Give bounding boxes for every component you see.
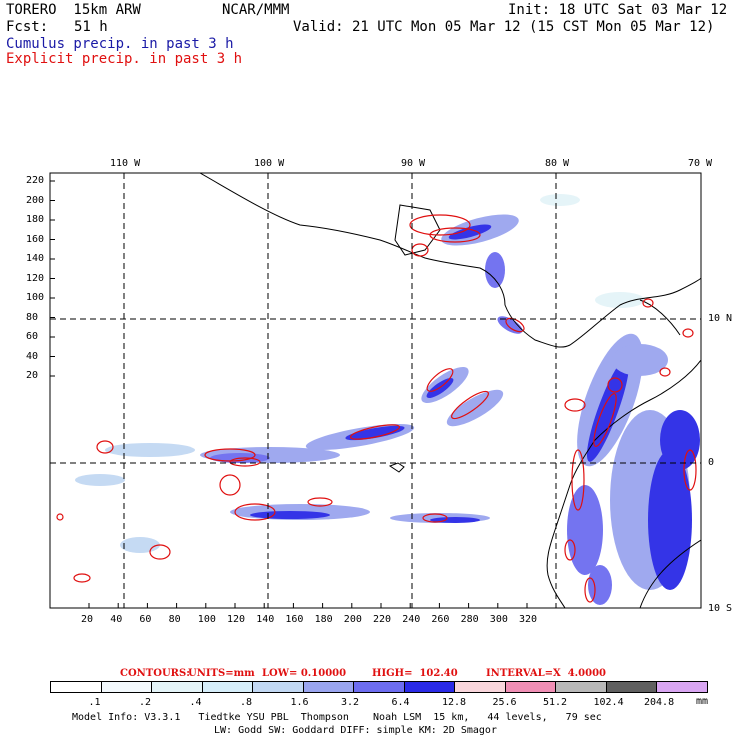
organization: NCAR/MMM [222, 2, 290, 18]
x-tick-label: 260 [431, 614, 450, 625]
contours-units: UNITS=mm [188, 668, 255, 679]
x-tick-label: 200 [343, 614, 362, 625]
x-tick-label: 320 [519, 614, 538, 625]
contours-interval: INTERVAL=X 4.0000 [486, 668, 606, 679]
legend-threshold-label: .1 [88, 697, 101, 708]
y-tick-label: 120 [26, 272, 45, 284]
y-tick-label: 200 [26, 194, 45, 206]
x-tick-label: 80 [168, 614, 181, 625]
y-tick-label: 40 [26, 350, 39, 362]
legend-swatch [100, 681, 152, 693]
legend-threshold-label: 51.2 [543, 697, 568, 708]
legend-threshold-label: 204.8 [644, 697, 675, 708]
x-tick-label: 300 [489, 614, 508, 625]
legend-threshold-label: 25.6 [492, 697, 517, 708]
contours-low: LOW= 0.10000 [262, 668, 347, 679]
lon-label-70w: 70 W [688, 158, 713, 169]
legend-unit: mm [696, 696, 709, 707]
forecast-hours: 51 h [74, 19, 108, 35]
y-tick-label: 60 [26, 331, 39, 342]
forecast-label: Fcst: [6, 19, 49, 35]
legend-swatch [252, 681, 304, 693]
legend-threshold-label: 3.2 [341, 697, 360, 708]
x-tick-label: 140 [256, 614, 275, 625]
legend-swatch [302, 681, 354, 693]
legend-swatch [656, 681, 708, 693]
lat-lon-grid [50, 173, 701, 608]
x-tick-label: 240 [402, 614, 421, 625]
x-tick-label: 220 [373, 614, 392, 625]
x-tick-label: 60 [139, 614, 152, 625]
contours-prefix: CONTOURS: [120, 668, 190, 679]
explicit-precip-contours [56, 214, 697, 603]
legend-swatch [403, 681, 455, 693]
y-tick-label: 160 [26, 233, 45, 245]
explicit-field-title: Explicit precip. in past 3 h [6, 51, 243, 67]
legend-threshold-label: 102.4 [593, 697, 624, 708]
x-tick-label: 160 [285, 614, 304, 625]
legend-swatch [555, 681, 607, 693]
model-name: TORERO 15km ARW [6, 2, 141, 18]
cumulus-precip-shading [75, 194, 700, 605]
legend-threshold-label: 1.6 [290, 697, 309, 708]
cumulus-field-title: Cumulus precip. in past 3 h [6, 36, 234, 52]
legend-swatch [504, 681, 556, 693]
lon-label-80w: 80 W [545, 158, 570, 169]
x-tick-label: 180 [314, 614, 333, 625]
map-frame [49, 172, 702, 609]
y-tick-label: 100 [26, 292, 45, 303]
axis-ticks [50, 180, 528, 608]
init-time: Init: 18 UTC Sat 03 Mar 12 [508, 2, 728, 18]
legend-threshold-label: 6.4 [391, 697, 410, 708]
lat-label-0: 0 [708, 457, 715, 468]
lon-label-110w: 110 W [110, 158, 141, 169]
y-tick-label: 20 [26, 370, 39, 381]
legend-swatch [201, 681, 253, 693]
legend-swatch [50, 681, 102, 693]
y-tick-label: 220 [26, 175, 45, 186]
x-tick-label: 40 [110, 614, 123, 625]
legend-threshold-label: .8 [240, 697, 253, 708]
legend-threshold-label: 12.8 [442, 697, 467, 708]
lon-label-100w: 100 W [254, 158, 285, 169]
legend-swatch [454, 681, 506, 693]
model-info: Model Info: V3.3.1 Tiedtke YSU PBL Thomp… [72, 712, 602, 723]
contours-high: HIGH= 102.40 [372, 668, 458, 679]
legend-threshold-label: .4 [189, 697, 202, 708]
x-tick-label: 280 [460, 614, 479, 625]
model-physics: LW: Godd SW: Goddard DIFF: simple KM: 2D… [214, 725, 497, 736]
lat-label-10s: 10 S [708, 603, 733, 614]
x-tick-label: 120 [227, 614, 246, 625]
legend-swatch [605, 681, 657, 693]
y-tick-label: 140 [26, 253, 45, 264]
lon-label-90w: 90 W [401, 158, 426, 169]
y-tick-label: 80 [26, 311, 39, 323]
valid-time: Valid: 21 UTC Mon 05 Mar 12 (15 CST Mon … [293, 19, 715, 35]
x-tick-label: 100 [197, 614, 216, 625]
legend-swatch [353, 681, 405, 693]
lat-label-10n: 10 N [708, 313, 733, 324]
legend-swatch [151, 681, 203, 693]
y-tick-label: 180 [26, 214, 45, 225]
x-tick-label: 20 [81, 614, 94, 625]
legend-threshold-label: .2 [139, 697, 152, 708]
